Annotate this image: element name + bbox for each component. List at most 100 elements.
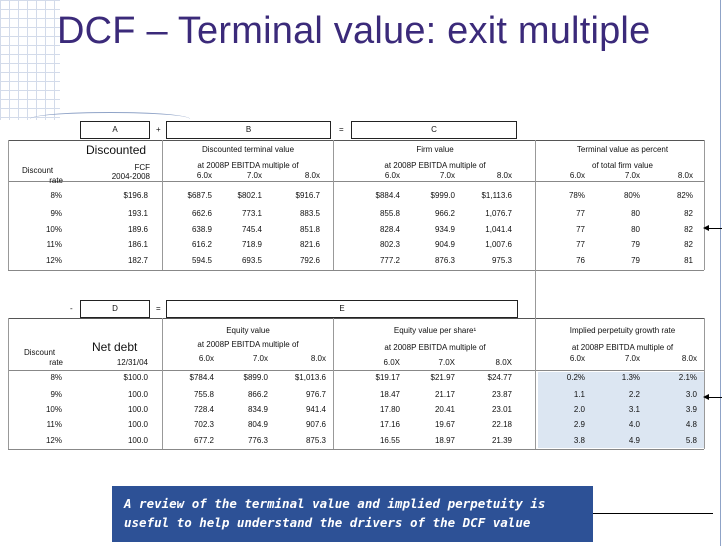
firm-value-cell: $884.4 <box>375 191 400 200</box>
dtv-cell: 792.6 <box>299 256 320 265</box>
multiple-label: 8.0x <box>496 171 512 180</box>
bottom-bottom-line <box>8 449 704 450</box>
equals-operator: = <box>156 304 161 313</box>
multiple-label: 8.0x <box>681 354 697 363</box>
discount-rate-cell: 9% <box>50 390 62 399</box>
tv-pct-cell: 82 <box>684 240 693 249</box>
growth-rate-cell: 3.8 <box>573 436 585 445</box>
letter-box-a: A <box>80 121 150 139</box>
firm-value-cell: 934.9 <box>434 225 455 234</box>
net-debt-cell: 100.0 <box>127 405 148 414</box>
dtv-cell: 616.2 <box>191 240 212 249</box>
discount-rate-cell: 11% <box>46 240 62 249</box>
growth-shade <box>538 372 704 448</box>
discount-rate-label: rate <box>49 358 63 367</box>
discount-rate-cell: 10% <box>45 225 62 234</box>
tv-pct-cell: 82 <box>684 209 693 218</box>
growth-rate-cell: 3.0 <box>685 390 697 399</box>
bottom-col-divider <box>162 318 163 449</box>
tv-pct-header: Terminal value as percent <box>576 145 669 154</box>
growth-rate-cell: 2.9 <box>573 420 585 429</box>
dtv-cell: $802.1 <box>237 191 262 200</box>
equity-value-cell: 728.4 <box>193 405 214 414</box>
equity-per-share-cell: 21.17 <box>434 390 455 399</box>
equity-per-share-cell: 22.18 <box>491 420 512 429</box>
slide-border-line <box>720 0 721 546</box>
equity-per-share-cell: 23.01 <box>491 405 512 414</box>
net-debt-label: Net debt <box>92 340 138 354</box>
equity-per-share-cell: 21.39 <box>491 436 512 445</box>
bottom-col-divider <box>333 318 334 449</box>
bottom-col-divider <box>535 318 536 449</box>
discount-rate-cell: 10% <box>45 405 62 414</box>
dtv-cell: 745.4 <box>241 225 262 234</box>
fcf-cell: 189.6 <box>127 225 148 234</box>
firm-value-cell: $1,113.6 <box>481 191 512 200</box>
equals-operator: = <box>339 125 344 134</box>
equity-value-cell: $784.4 <box>189 373 214 382</box>
fcf-period: 2004-2008 <box>111 172 150 181</box>
growth-rate-cell: 3.1 <box>628 405 640 414</box>
top-table-line <box>8 140 704 141</box>
dtv-multiple-header: at 2008P EBITDA multiple of <box>197 161 299 170</box>
firm-value-cell: 1,041.4 <box>485 225 512 234</box>
fcf-cell: 193.1 <box>127 209 148 218</box>
firm-value-cell: 855.8 <box>379 209 400 218</box>
discount-rate-label: Discount <box>22 166 54 175</box>
growth-rate-cell: 1.3% <box>621 373 640 382</box>
fcf-cell: 186.1 <box>127 240 148 249</box>
net-debt-cell: $100.0 <box>123 373 148 382</box>
equity-value-cell: 976.7 <box>305 390 326 399</box>
growth-rate-cell: 4.9 <box>628 436 640 445</box>
discount-rate-label: Discount <box>24 348 56 357</box>
top-col-divider <box>8 140 9 270</box>
bottom-col-divider <box>8 318 9 449</box>
equity-value-cell: 702.3 <box>193 420 214 429</box>
letter-box-c: C <box>351 121 517 139</box>
equity-value-cell: 776.3 <box>247 436 268 445</box>
growth-rate-cell: 3.9 <box>685 405 697 414</box>
fv-header: Firm value <box>416 145 454 154</box>
dtv-cell: 773.1 <box>241 209 262 218</box>
top-col-divider <box>535 140 536 270</box>
dtv-cell: 594.5 <box>191 256 212 265</box>
multiple-label: 7.0x <box>624 171 640 180</box>
growth-rate-cell: 1.1 <box>573 390 585 399</box>
plus-operator: + <box>156 125 161 134</box>
equity-multiple-header: at 2008P EBITDA multiple of <box>197 340 299 349</box>
pointer-arrow <box>703 225 722 231</box>
letter-box-b: B <box>166 121 331 139</box>
dtv-header: Discounted terminal value <box>201 145 295 154</box>
multiple-label: 8.0X <box>495 358 512 367</box>
top-bottom-line <box>8 270 704 271</box>
equity-value-cell: 804.9 <box>247 420 268 429</box>
equity-value-cell: 755.8 <box>193 390 214 399</box>
bottom-header-line <box>8 370 704 371</box>
equity-per-share-cell: $24.77 <box>487 373 512 382</box>
equity-per-share-cell: 17.16 <box>379 420 400 429</box>
pointer-arrow <box>703 394 722 400</box>
tv-pct-cell: 80 <box>631 209 640 218</box>
multiple-label: 6.0x <box>569 171 585 180</box>
dtv-cell: 693.5 <box>241 256 262 265</box>
growth-multiple-header: at 2008P EBITDA multiple of <box>571 343 674 352</box>
multiple-label: 8.0x <box>304 171 320 180</box>
multiple-label: 6.0x <box>198 354 214 363</box>
background-grid <box>0 0 60 120</box>
equity-per-share-cell: $19.17 <box>375 373 400 382</box>
right-divider-full <box>535 270 536 318</box>
letter-box-e: E <box>166 300 518 318</box>
growth-rate-cell: 2.1% <box>678 373 697 382</box>
dtv-cell: $687.5 <box>187 191 212 200</box>
equity-per-share-cell: 16.55 <box>379 436 400 445</box>
top-col-divider <box>162 140 163 270</box>
equity-header: Equity value <box>226 326 270 335</box>
tv-pct-cell: 76 <box>576 256 585 265</box>
tv-pct-header: of total firm value <box>592 161 653 170</box>
dtv-cell: 851.8 <box>299 225 320 234</box>
tv-pct-cell: 80% <box>623 191 640 200</box>
equity-value-cell: 941.4 <box>305 405 326 414</box>
firm-value-cell: 975.3 <box>491 256 512 265</box>
callout-connector-line <box>593 513 713 514</box>
